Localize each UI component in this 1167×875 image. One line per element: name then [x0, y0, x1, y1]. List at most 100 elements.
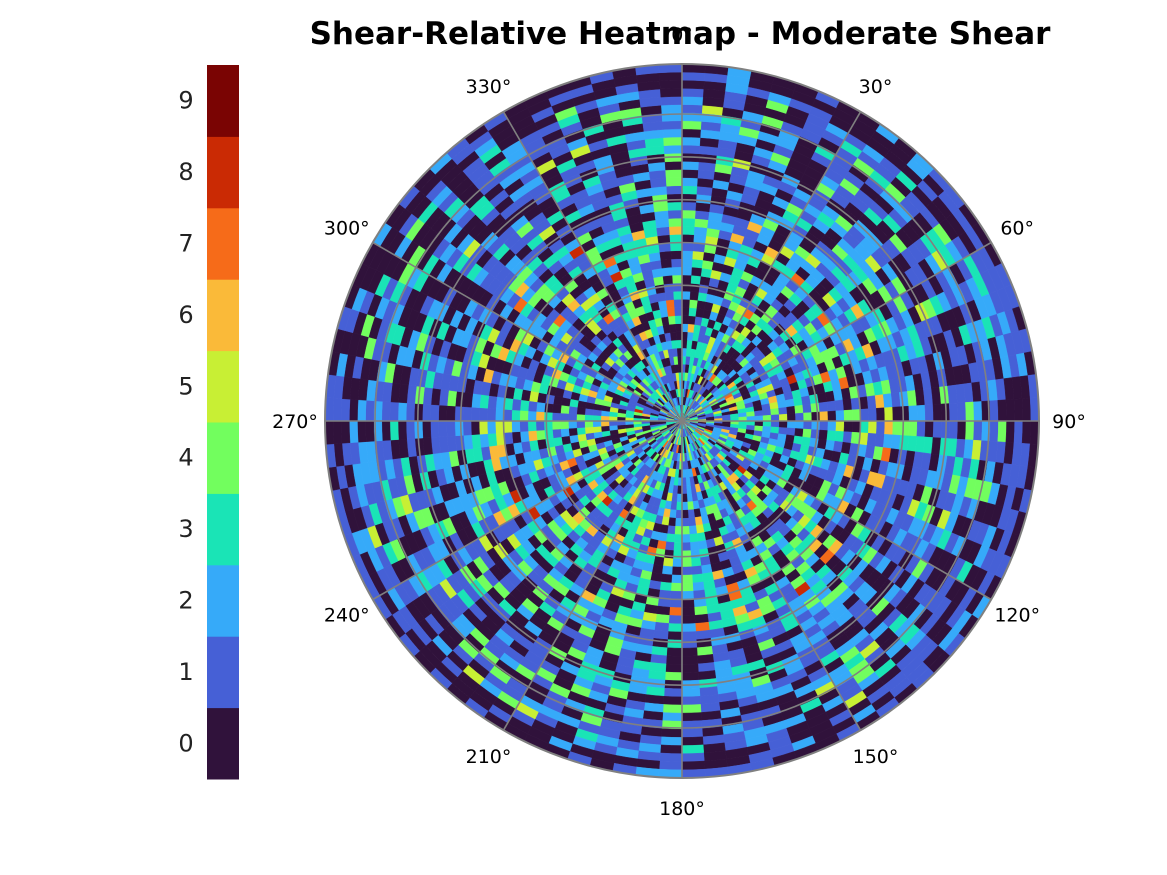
heatmap-cell	[694, 516, 703, 526]
heatmap-cell	[685, 477, 691, 486]
heatmap-cell	[487, 420, 497, 434]
heatmap-cell	[818, 401, 828, 413]
heatmap-cell	[898, 435, 909, 451]
heatmap-cell	[663, 687, 683, 698]
heatmap-cell	[669, 323, 677, 333]
heatmap-cell	[681, 258, 693, 268]
heatmap-cell	[535, 411, 545, 422]
angle-tick-label: 300°	[324, 218, 370, 240]
colorbar-swatch	[207, 136, 239, 209]
heatmap-cell	[834, 399, 845, 412]
heatmap-cell	[924, 420, 934, 438]
heatmap-cell	[519, 399, 530, 412]
heatmap-cell	[653, 202, 669, 213]
heatmap-cell	[957, 402, 967, 422]
heatmap-cell	[874, 433, 885, 448]
heatmap-cell	[681, 606, 695, 616]
heatmap-cell	[778, 413, 788, 422]
heatmap-cell	[681, 323, 689, 333]
heatmap-cell	[478, 407, 488, 422]
heatmap-cell	[900, 405, 910, 422]
heatmap-cell	[675, 323, 683, 333]
heatmap-cell	[664, 291, 675, 301]
heatmap-cell	[681, 590, 694, 600]
heatmap-cell	[658, 71, 683, 82]
angle-tick-label: 240°	[324, 605, 370, 627]
heatmap-cell	[560, 420, 569, 430]
heatmap-cell	[674, 526, 683, 535]
heatmap-cell	[552, 428, 562, 439]
heatmap-cell	[900, 420, 910, 437]
heatmap-cell	[660, 736, 683, 746]
heatmap-cell	[810, 402, 820, 413]
heatmap-cell	[672, 558, 683, 568]
heatmap-cell	[687, 509, 695, 519]
angle-tick-label: 270°	[272, 411, 318, 433]
heatmap-cell	[795, 420, 804, 430]
heatmap-cell	[487, 432, 498, 447]
heatmap-cell	[690, 283, 701, 293]
heatmap-cell	[470, 420, 480, 436]
heatmap-cell	[681, 736, 704, 746]
colorbar-tick-label: 2	[178, 587, 193, 615]
heatmap-cell	[357, 420, 367, 443]
heatmap-cell	[349, 399, 359, 422]
heatmap-cell	[681, 88, 704, 98]
heatmap-cell	[1021, 397, 1032, 422]
heatmap-cell	[965, 401, 975, 422]
heatmap-cell	[762, 420, 772, 428]
heatmap-cell	[455, 391, 466, 407]
heatmap-cell	[681, 687, 701, 698]
heatmap-cell	[527, 400, 538, 412]
heatmap-cell	[681, 526, 690, 535]
heatmap-cell	[851, 409, 861, 422]
colorbar-tick-label: 1	[178, 658, 193, 686]
heatmap-cell	[786, 427, 796, 437]
heatmap-cell	[681, 631, 697, 641]
heatmap-cell	[662, 712, 683, 722]
heatmap-cell	[661, 728, 683, 738]
heatmap-cell	[544, 402, 554, 413]
heatmap-cell	[576, 413, 586, 422]
heatmap-cell	[670, 242, 683, 252]
heatmap-cell	[681, 226, 695, 236]
heatmap-cell	[675, 501, 683, 511]
heatmap-cell	[661, 316, 670, 326]
heatmap-cell	[671, 574, 683, 584]
colorbar-swatch	[207, 564, 239, 637]
heatmap-cell	[738, 412, 747, 418]
heatmap-cell	[659, 250, 672, 261]
heatmap-cell	[681, 290, 691, 300]
heatmap-cell	[809, 393, 819, 405]
heatmap-cell	[422, 420, 432, 439]
heatmap-cell	[681, 655, 699, 665]
heatmap-cell	[802, 428, 812, 439]
heatmap-cell	[503, 420, 513, 433]
heatmap-cell	[689, 533, 699, 543]
heatmap-cell	[681, 501, 689, 511]
heatmap-cell	[662, 128, 683, 138]
heatmap-cell	[667, 623, 683, 633]
heatmap-cell	[511, 431, 522, 444]
heatmap-cell	[663, 696, 683, 706]
heatmap-cell	[519, 410, 529, 422]
heatmap-cell	[898, 391, 909, 407]
heatmap-cell	[801, 395, 811, 406]
heatmap-cell	[332, 397, 343, 422]
heatmap-cell	[770, 408, 780, 416]
heatmap-cell	[681, 671, 700, 681]
heatmap-cell	[681, 574, 693, 584]
heatmap-cell	[859, 420, 869, 434]
heatmap-cell	[664, 161, 683, 171]
heatmap-cell	[478, 420, 488, 435]
heatmap-cell	[762, 414, 772, 422]
heatmap-cell	[535, 420, 545, 431]
heatmap-cell	[681, 274, 692, 284]
heatmap-cell	[463, 434, 474, 450]
heatmap-cell	[670, 250, 683, 260]
heatmap-cell	[681, 534, 691, 543]
heatmap-cell	[827, 410, 837, 422]
heatmap-cell	[916, 404, 926, 422]
heatmap-cell	[803, 420, 813, 430]
